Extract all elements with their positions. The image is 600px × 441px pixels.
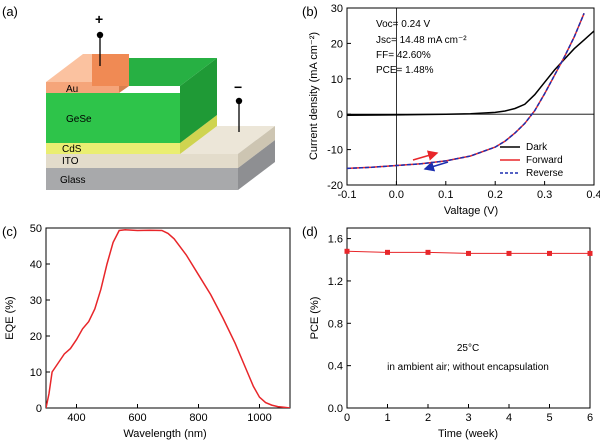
jv-ylabel: Current density (mA cm⁻²) xyxy=(308,32,320,160)
pce-point xyxy=(587,250,593,256)
eqe-plot-frame xyxy=(45,227,291,409)
eqe-xtick-label: 1000 xyxy=(247,412,271,424)
layer-label-gese: GeSe xyxy=(66,114,92,125)
layer-label-glass: Glass xyxy=(60,175,86,186)
pce-ytick-label: 0.4 xyxy=(328,361,343,373)
gese-front xyxy=(46,93,180,143)
jv-ytick-label: -10 xyxy=(327,145,343,157)
pce-xtick-label: 4 xyxy=(506,412,512,424)
cds-side xyxy=(180,115,217,154)
gese-side xyxy=(180,58,217,143)
jv-xtick-label: 0.2 xyxy=(488,189,503,201)
jv-annotation-pce: PCE= 1.48% xyxy=(376,65,434,76)
jv-xtick-label: -0.1 xyxy=(338,189,357,201)
eqe-ytick-label: 30 xyxy=(30,295,42,307)
ito-side xyxy=(238,126,275,168)
jv-chart: Voc= 0.24 V Jsc= 14.48 mA cm⁻² FF= 42.60… xyxy=(308,3,600,217)
eqe-xtick-label: 600 xyxy=(128,412,146,424)
pce-point xyxy=(425,249,431,255)
anode-terminal xyxy=(96,31,104,39)
jv-annotation-ff: FF= 42.60% xyxy=(376,50,431,61)
pce-point xyxy=(506,250,512,256)
pce-xtick-label: 0 xyxy=(344,412,350,424)
jv-ytick-label: 0 xyxy=(337,109,343,121)
legend-label-reverse: Reverse xyxy=(526,168,564,179)
layer-label-cds: CdS xyxy=(62,144,82,155)
legend-label-forward: Forward xyxy=(526,155,563,166)
pce-xtick-label: 1 xyxy=(384,412,390,424)
eqe-ytick-label: 10 xyxy=(30,367,42,379)
pce-ytick-label: 1.2 xyxy=(328,276,343,288)
jv-ytick-label: -20 xyxy=(327,180,343,192)
layer-label-ito: ITO xyxy=(62,156,79,167)
jv-ytick-label: 30 xyxy=(331,3,343,15)
cds-front xyxy=(46,143,180,154)
cathode-terminal xyxy=(235,97,243,105)
eqe-xtick-label: 800 xyxy=(189,412,207,424)
jv-xlabel: Valtage (V) xyxy=(444,205,498,217)
pce-annotation-temp: 25°C xyxy=(457,343,479,354)
eqe-ytick-label: 50 xyxy=(30,223,42,235)
panel-label-d: (d) xyxy=(302,224,318,239)
au-front xyxy=(46,82,119,93)
forward-scan-arrow xyxy=(412,150,439,161)
jv-xtick-label: 0.1 xyxy=(438,189,453,201)
pce-xlabel: Time (week) xyxy=(438,428,498,440)
glass-front xyxy=(46,168,238,190)
jv-series-dark xyxy=(347,30,594,117)
eqe-xlabel: Wavelength (nm) xyxy=(123,428,206,440)
jv-annotation-jsc: Jsc= 14.48 mA cm⁻² xyxy=(376,35,467,46)
jv-legend: Dark Forward Reverse xyxy=(500,142,564,179)
au-face xyxy=(92,54,129,86)
panel-label-b: (b) xyxy=(302,4,318,19)
pce-ytick-label: 0.8 xyxy=(328,318,343,330)
eqe-curve xyxy=(46,229,290,408)
pce-xtick-label: 6 xyxy=(587,412,593,424)
jv-xtick-label: 0.4 xyxy=(586,189,600,201)
pce-point xyxy=(344,248,350,254)
pce-ytick-label: 0.0 xyxy=(328,403,343,415)
jv-annotation-voc: Voc= 0.24 V xyxy=(376,19,431,30)
pce-ytick-label: 1.6 xyxy=(328,234,343,246)
eqe-ylabel: EQE (%) xyxy=(4,296,16,339)
jv-xtick-label: 0.3 xyxy=(537,189,552,201)
panel-label-a: (a) xyxy=(2,4,18,19)
pce-point xyxy=(385,249,390,255)
jv-ytick-label: 10 xyxy=(331,74,343,86)
pce-annotation-conditions: in ambient air; without encapsulation xyxy=(387,362,549,373)
jv-ytick-label: 20 xyxy=(331,38,343,50)
pce-chart: 25°C in ambient air; without encapsulati… xyxy=(309,227,593,440)
minus-sign: − xyxy=(234,79,242,95)
pce-ylabel: PCE (%) xyxy=(309,297,321,340)
plus-sign: + xyxy=(95,11,103,27)
legend-label-dark: Dark xyxy=(526,142,548,153)
glass-side xyxy=(238,140,275,190)
pce-xtick-label: 2 xyxy=(425,412,431,424)
reverse-scan-arrow xyxy=(423,161,449,172)
eqe-xtick-label: 400 xyxy=(67,412,85,424)
jv-series-reverse xyxy=(347,13,585,170)
device-schematic: + − Au GeSe CdS ITO Glass xyxy=(46,11,275,190)
eqe-ytick-label: 0 xyxy=(36,403,42,415)
jv-xtick-label: 0.0 xyxy=(389,189,404,201)
panel-label-c: (c) xyxy=(2,224,17,239)
jv-plot-frame xyxy=(346,7,595,186)
layer-label-au: Au xyxy=(66,84,78,95)
eqe-ytick-label: 20 xyxy=(30,331,42,343)
pce-xtick-label: 3 xyxy=(465,412,471,424)
pce-point xyxy=(466,250,471,256)
eqe-ytick-label: 40 xyxy=(30,259,42,271)
pce-point xyxy=(547,250,552,256)
eqe-chart: Wavelength (nm) EQE (%) 400 600 800 1000 0 10… xyxy=(4,223,291,440)
ito-front xyxy=(46,154,238,168)
pce-xtick-label: 5 xyxy=(546,412,552,424)
